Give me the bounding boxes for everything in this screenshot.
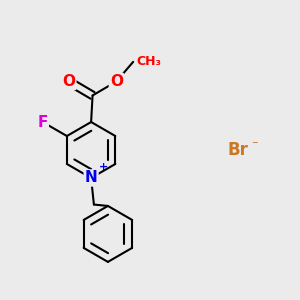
Text: F: F <box>38 115 48 130</box>
Text: O: O <box>62 74 75 89</box>
Text: N: N <box>85 170 98 185</box>
Text: ⁻: ⁻ <box>251 139 258 152</box>
Text: CH₃: CH₃ <box>136 56 161 68</box>
Text: +: + <box>99 162 109 172</box>
Text: O: O <box>110 74 123 89</box>
Text: Br: Br <box>228 141 249 159</box>
